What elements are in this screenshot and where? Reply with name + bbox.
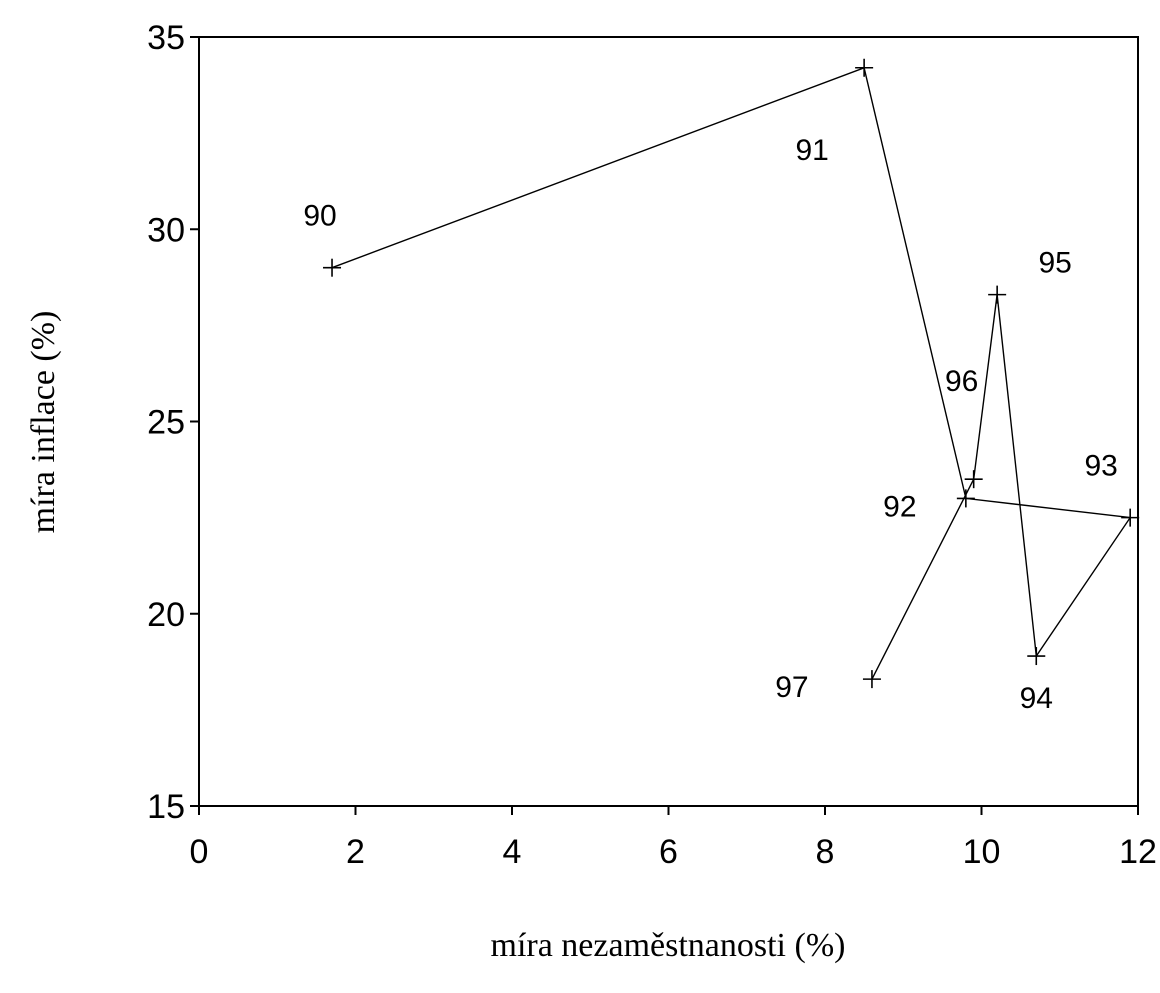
point-marker xyxy=(964,470,983,489)
point-labels: 90 91 92 93 94 95 96 97 xyxy=(303,134,1118,715)
y-tick-label: 20 xyxy=(147,596,185,634)
point-marker xyxy=(862,670,881,689)
point-marker xyxy=(988,285,1007,304)
point-marker xyxy=(1027,647,1046,666)
x-tick-label: 10 xyxy=(963,833,1001,871)
y-axis: 15 20 25 30 35 xyxy=(147,19,199,826)
point-marker xyxy=(855,58,874,77)
x-axis-title: míra nezaměstnanosti (%) xyxy=(491,927,846,964)
plot-frame xyxy=(198,36,1139,807)
point-marker xyxy=(1121,508,1140,527)
point-label: 97 xyxy=(775,671,808,704)
y-tick-label: 15 xyxy=(147,788,185,826)
x-tick-label: 2 xyxy=(346,833,365,871)
x-tick-label: 12 xyxy=(1119,833,1157,871)
point-marker xyxy=(956,489,975,508)
point-label: 92 xyxy=(883,490,916,523)
point-label: 93 xyxy=(1084,450,1117,483)
y-tick-label: 35 xyxy=(147,19,185,57)
y-tick-label: 30 xyxy=(147,211,185,249)
point-label: 95 xyxy=(1038,247,1071,280)
point-label: 94 xyxy=(1020,682,1053,715)
x-tick-label: 8 xyxy=(816,833,835,871)
point-label: 96 xyxy=(945,365,978,398)
point-marker xyxy=(323,258,342,277)
y-axis-title: míra inflace (%) xyxy=(25,311,62,534)
y-tick-label: 25 xyxy=(147,404,185,442)
series-line xyxy=(331,66,1132,680)
point-label: 91 xyxy=(795,134,828,167)
x-axis: 0 2 4 6 8 10 12 xyxy=(190,806,1157,871)
point-label: 90 xyxy=(303,200,336,233)
markers xyxy=(323,58,1140,689)
x-tick-label: 4 xyxy=(503,833,522,871)
x-tick-label: 0 xyxy=(190,833,209,871)
x-tick-label: 6 xyxy=(659,833,678,871)
